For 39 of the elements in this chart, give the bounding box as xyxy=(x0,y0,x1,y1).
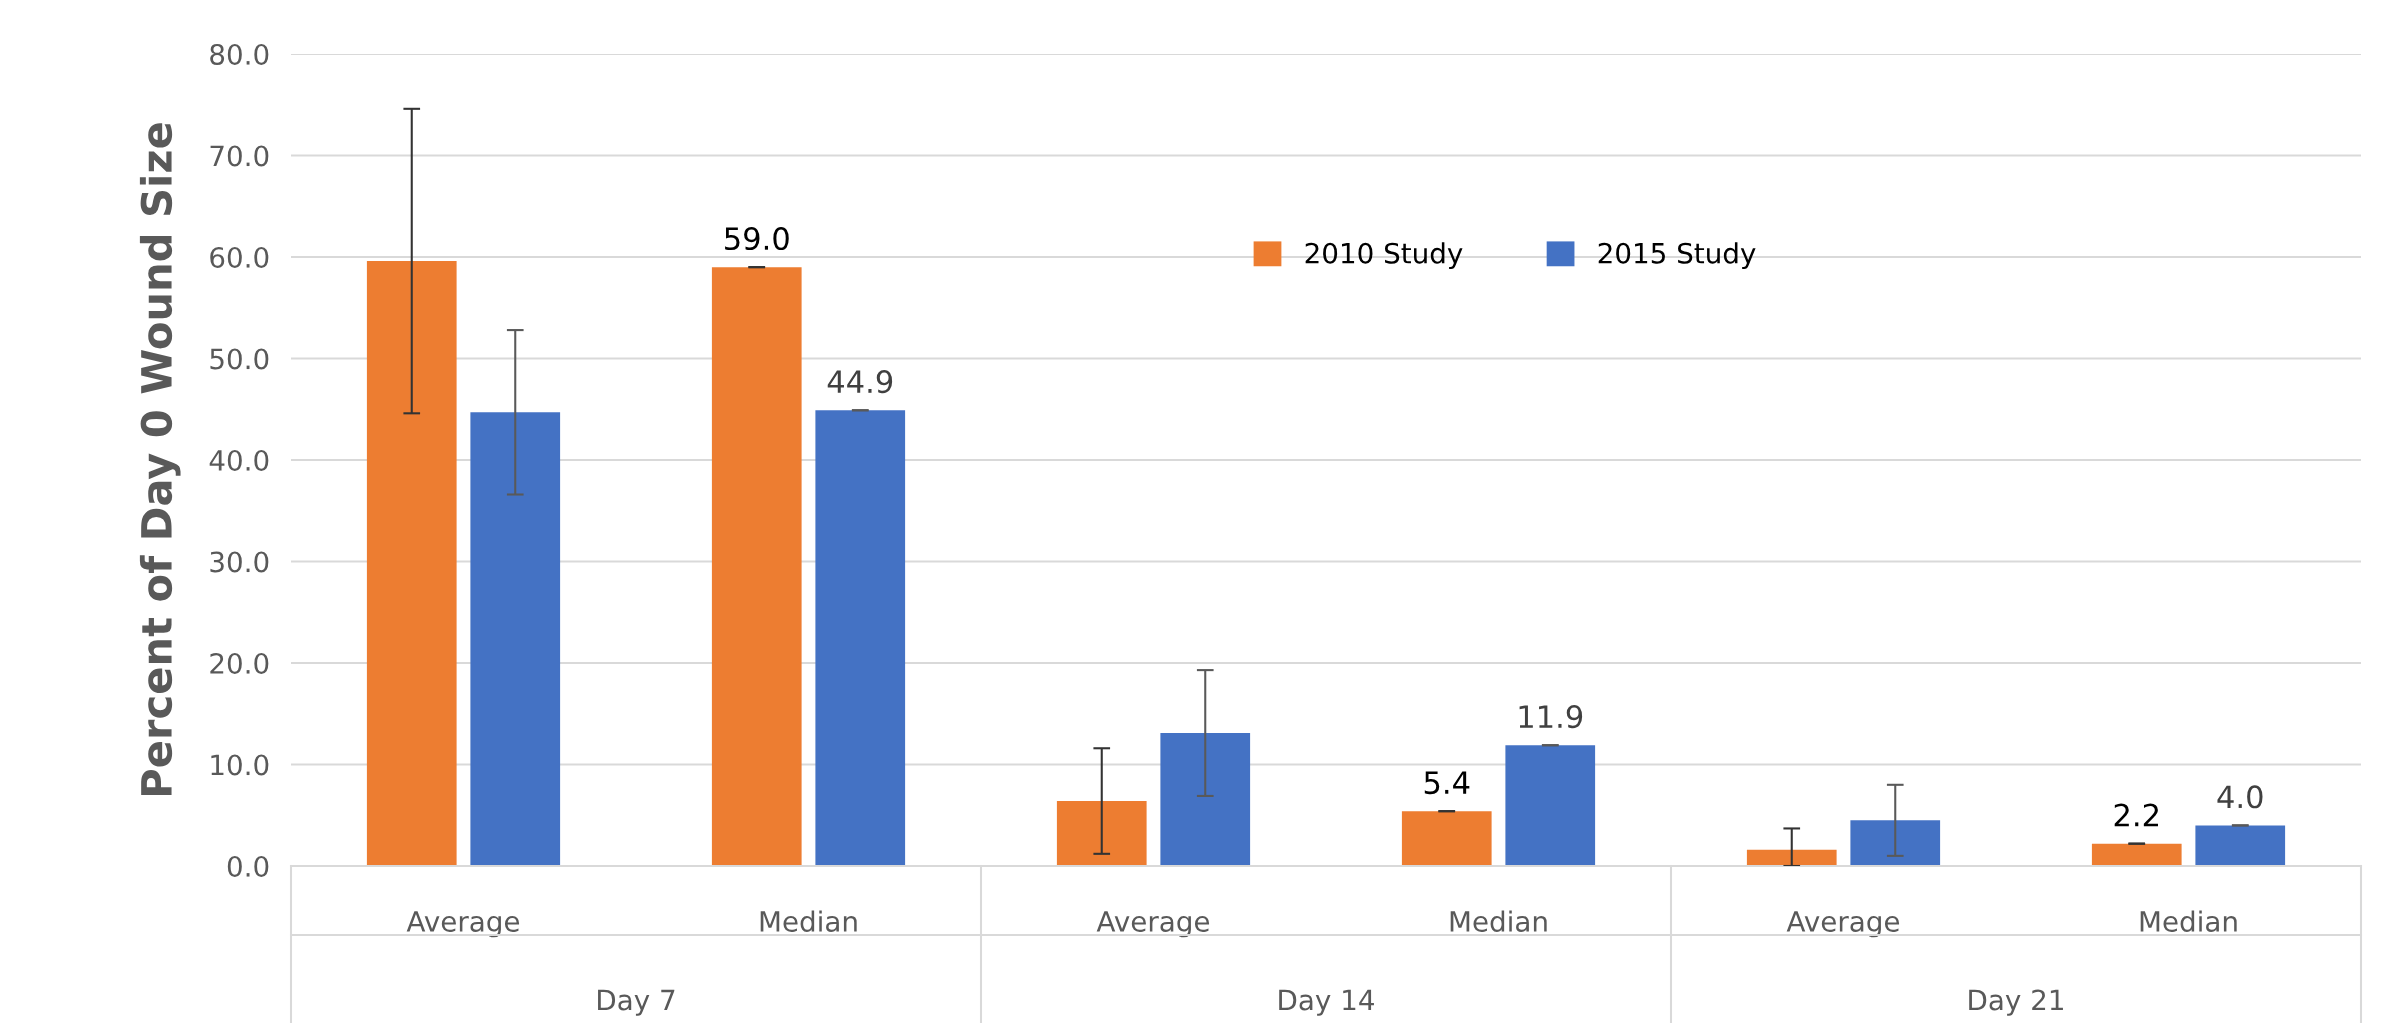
y-tick-label: 70.0 xyxy=(210,145,269,167)
y-tick-label: 0.0 xyxy=(227,855,269,877)
x-tick-label: Average xyxy=(1786,911,1900,938)
y-tick-label: 80.0 xyxy=(210,43,269,65)
bar xyxy=(711,267,802,866)
data-label: 11.9 xyxy=(1519,705,1583,729)
y-tick-label: 40.0 xyxy=(209,449,269,471)
bar xyxy=(1401,811,1492,866)
bar xyxy=(2195,825,2286,866)
bar xyxy=(470,412,561,866)
legend-label: 2015 Study xyxy=(1598,242,1756,270)
bar xyxy=(815,410,906,866)
y-tick-label: 50.0 xyxy=(210,348,269,370)
text: Day 7 xyxy=(598,989,675,1016)
x-tick-label: Median xyxy=(760,910,857,932)
data-label: 5.4 xyxy=(1424,771,1470,795)
legend-label: 2010 Study xyxy=(1305,242,1463,270)
y-tick-label: 10.0 xyxy=(211,754,269,776)
data-label: 59.0 xyxy=(725,227,789,251)
x-tick-label: Median xyxy=(1450,910,1547,932)
bar xyxy=(1160,733,1251,866)
y-axis-title: Percent of Day 0 Wound Size xyxy=(139,123,181,796)
bar xyxy=(1746,849,1837,866)
y-tick-label: 30.0 xyxy=(210,551,269,573)
x-tick-label: Average xyxy=(1096,911,1210,938)
bar xyxy=(366,261,457,866)
x-tick-label: Median xyxy=(2140,910,2237,932)
bar xyxy=(2091,843,2182,866)
data-label: 44.9 xyxy=(827,370,893,394)
bar xyxy=(1056,801,1147,866)
y-tick-label: 20.0 xyxy=(210,652,269,674)
bar xyxy=(1505,745,1596,866)
x-tick-label: Average xyxy=(406,911,520,938)
text: Day 14 xyxy=(1279,989,1374,1016)
bar xyxy=(1850,820,1941,866)
data-label: 4.0 xyxy=(2217,785,2263,809)
data-label: 2.2 xyxy=(2114,803,2158,827)
y-tick-label: 60.0 xyxy=(210,246,269,268)
text: Day 21 xyxy=(1969,989,2063,1016)
